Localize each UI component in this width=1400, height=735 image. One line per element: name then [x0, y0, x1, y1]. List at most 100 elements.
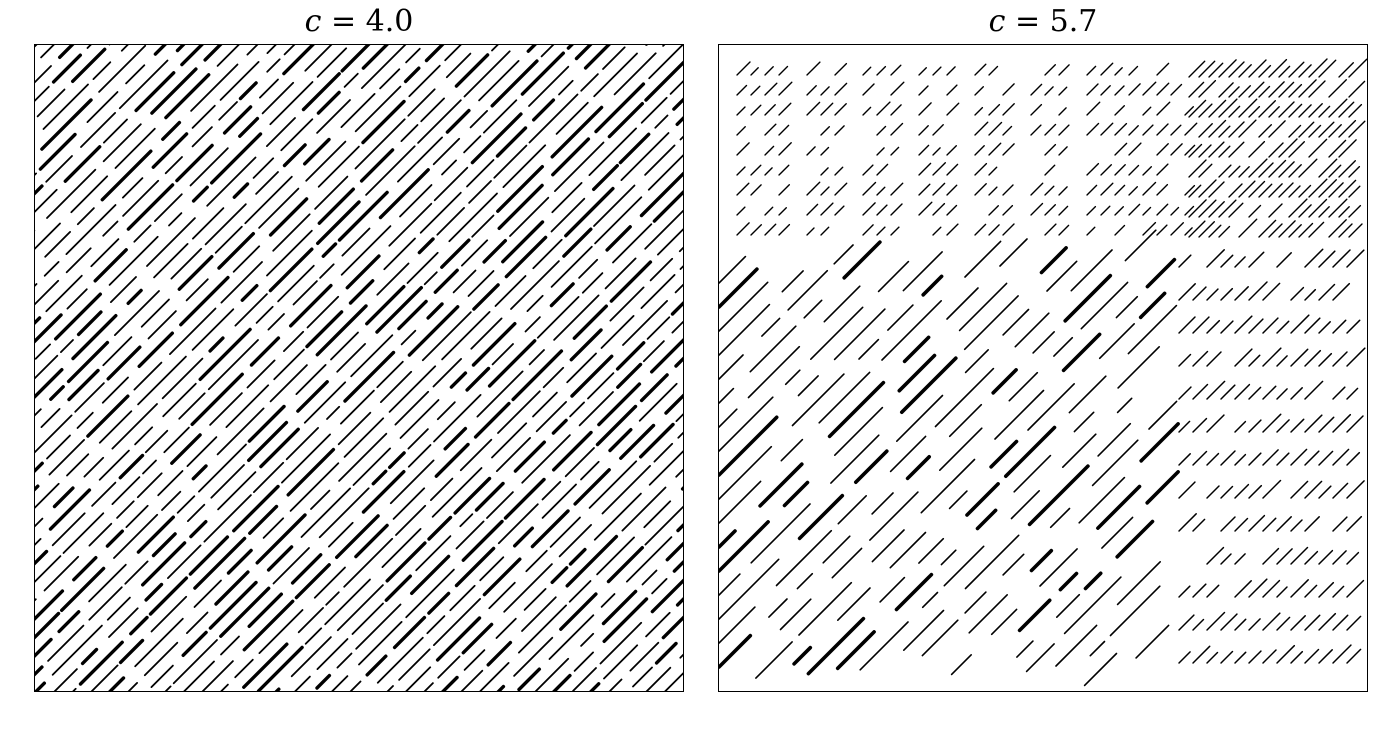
stripe-segment [1268, 203, 1283, 218]
stripe-segment [1206, 249, 1225, 268]
stripe-segment [541, 480, 562, 501]
stripe-segment [890, 203, 903, 216]
stripe-segment [1192, 350, 1209, 367]
stripe-segment [558, 79, 574, 96]
stripe-segment [186, 503, 206, 523]
stripe-segment [114, 290, 160, 337]
stripe-segment [1086, 184, 1098, 196]
stripe-segment [1298, 104, 1312, 118]
stripe-segment [536, 295, 580, 339]
stripe-segment [1248, 484, 1263, 499]
stripe-segment [1228, 61, 1245, 78]
stripe-segment [1234, 553, 1246, 565]
stripe-segment [946, 163, 959, 176]
stripe-segment [964, 348, 990, 374]
stripe-segment [600, 314, 635, 349]
stripe-segment [1220, 553, 1232, 565]
stripe-segment [154, 193, 183, 223]
stripe-segment [1078, 476, 1126, 524]
stripe-segment [1128, 203, 1141, 216]
stripe-segment [679, 135, 683, 141]
stripe-segment [405, 47, 421, 64]
stripe-segment [1044, 123, 1057, 136]
stripe-segment [479, 556, 505, 582]
stripe-segment [988, 204, 999, 216]
stripe-segment [252, 461, 285, 494]
stripe-segment [513, 636, 554, 677]
stripe-segment [255, 171, 279, 195]
stripe-segment [491, 343, 514, 366]
stripe-segment [153, 242, 189, 279]
stripe-segment [255, 305, 274, 324]
stripe-segment [1002, 223, 1015, 236]
stripe-segment [551, 181, 583, 214]
stripe-segment [441, 310, 491, 361]
stripe-segment [1258, 219, 1277, 238]
stripe-segment [1058, 205, 1069, 216]
stripe-segment [806, 181, 821, 196]
stripe-segment [510, 260, 560, 310]
stripe-segment [1234, 256, 1246, 268]
stripe-segment [381, 527, 422, 568]
stripe-segment [820, 125, 831, 136]
stripe-segment [1304, 648, 1320, 664]
stripe-segment [806, 146, 816, 156]
stripe-segment [605, 225, 632, 252]
stripe-segment [166, 544, 202, 579]
stripe-segment [1142, 81, 1157, 96]
stripe-segment [1206, 485, 1220, 499]
stripe-segment [1017, 598, 1052, 633]
stripe-segment [528, 65, 570, 107]
stripe-segment [948, 490, 968, 510]
stripe-segment [858, 338, 880, 360]
stripe-segment [1338, 223, 1353, 238]
stripe-segment [304, 627, 323, 645]
stripe-segment [1268, 120, 1286, 138]
stripe-segment [1304, 414, 1323, 433]
stripe-segment [1063, 576, 1122, 635]
stripe-segment [504, 235, 548, 279]
stripe-segment [1142, 124, 1154, 136]
stripe-segment [1188, 81, 1205, 98]
stripe-segment [988, 186, 998, 196]
stripe-segment [1268, 142, 1284, 158]
stripe-segment [181, 630, 208, 657]
stripe-segment [1268, 183, 1283, 198]
stripe-segment [1332, 351, 1348, 367]
stripe-segment [948, 403, 983, 438]
stripe-segment [51, 624, 103, 676]
stripe-segment [1234, 483, 1250, 499]
stripe-segment [1258, 85, 1271, 98]
stripe-segment [126, 288, 143, 305]
stripe-segment [615, 341, 646, 371]
stripe-segment [170, 247, 203, 280]
stripe-segment [88, 563, 127, 603]
stripe-segment [316, 90, 341, 115]
stripe-segment [750, 503, 811, 564]
stripe-segment [566, 45, 574, 50]
stripe-segment [629, 641, 660, 672]
stripe-segment [157, 470, 184, 497]
stripe-segment [1276, 452, 1290, 466]
stripe-segment [1145, 257, 1177, 289]
stripe-segment [1248, 140, 1266, 158]
stripe-segment [66, 453, 90, 477]
stripe-segment [1318, 450, 1334, 466]
stripe-segment [569, 328, 603, 362]
stripe-segment [209, 392, 243, 426]
stripe-segment [288, 283, 333, 328]
stripe-segment [216, 407, 265, 456]
stripe-segment [208, 336, 225, 353]
stripe-segment [470, 317, 503, 350]
stripe-segment [386, 685, 394, 691]
stripe-segment [1318, 485, 1332, 499]
stripe-segment [719, 415, 779, 477]
stripe-segment [161, 357, 204, 400]
stripe-segment [674, 283, 683, 294]
stripe-segment [234, 658, 254, 679]
stripe-segment [207, 339, 259, 391]
stripe-segment [1332, 482, 1349, 499]
stripe-segment [750, 67, 759, 76]
stripe-segment [1128, 142, 1142, 156]
stripe-segment [1228, 86, 1240, 98]
